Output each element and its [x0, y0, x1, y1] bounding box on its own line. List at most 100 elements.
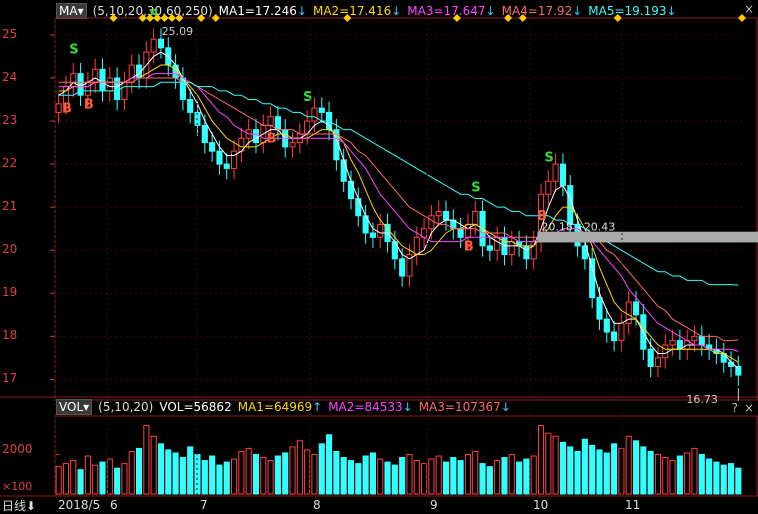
volume-bar: [231, 458, 238, 495]
volume-bar: [706, 458, 713, 495]
volume-bar: [282, 452, 289, 495]
time-tick-label: 11: [625, 498, 641, 512]
volume-bar: [413, 460, 420, 495]
volume-bar: [435, 455, 442, 495]
sell-signal: S: [150, 8, 159, 23]
buy-signal: B: [267, 132, 277, 147]
volume-bar: [669, 460, 676, 495]
volume-bar: [662, 457, 669, 495]
candle-body: [377, 223, 384, 238]
volume-bar: [464, 453, 471, 495]
candle-body: [545, 180, 552, 195]
trend-arrow-icon: ↓: [500, 400, 511, 414]
volume-bar: [187, 446, 194, 495]
volume-bar: [347, 460, 355, 495]
price-tick-label: 17: [2, 371, 18, 386]
help-icon[interactable]: ?: [731, 401, 738, 415]
trend-arrow-icon: ↓: [402, 400, 413, 414]
ma-selector-label: MA: [59, 4, 78, 18]
candle-body: [552, 163, 559, 182]
price-tick-label: 19: [2, 285, 18, 300]
volume-bar: [304, 449, 311, 495]
volume-bar: [362, 455, 369, 495]
volume-bar: [128, 450, 135, 495]
volume-bar: [135, 447, 143, 495]
price-frame: [54, 17, 758, 401]
candle-body: [216, 150, 223, 165]
candle-body: [625, 301, 632, 324]
candle-body: [311, 107, 318, 122]
trend-arrow-icon: ↓: [485, 4, 496, 18]
ma-legend: MA▾ (5,10,20,30,60,250) MA1=17.246↓ MA2=1…: [56, 3, 683, 19]
volume-bar: [654, 453, 662, 495]
candle-body: [472, 210, 479, 225]
period-selector[interactable]: 日线⬇: [2, 497, 36, 514]
price-tick-label: 24: [2, 69, 18, 84]
close-icon[interactable]: ×: [743, 401, 754, 415]
volume-bar: [618, 447, 625, 495]
volume-bar: [501, 457, 508, 495]
ma-value-1: MA2=17.416↓: [312, 4, 402, 18]
candle-body: [399, 258, 406, 277]
candle-body: [435, 210, 442, 217]
candle-body: [84, 81, 91, 96]
price-tick-label: 18: [2, 328, 18, 343]
volume-bar: [157, 443, 165, 495]
candle-body: [669, 340, 676, 346]
volume-bar: [581, 438, 588, 495]
volume-bar: [62, 463, 70, 495]
event-marker-icon: [504, 14, 513, 22]
trend-arrow-icon: ↑: [312, 400, 323, 414]
candle-body: [369, 232, 376, 238]
volume-bar: [523, 458, 530, 495]
vol-selector-label: VOL: [59, 400, 84, 414]
volume-bar: [252, 453, 260, 495]
vol-legend: VOL▾ (5,10,20) VOL=56862 MA1=64969↑ MA2=84…: [56, 399, 517, 415]
candle-body: [618, 322, 625, 342]
candle-body: [223, 163, 230, 169]
volume-bar: [209, 455, 216, 495]
volume-bar: [77, 469, 84, 495]
volume-bar: [406, 453, 413, 495]
sell-signal: S: [544, 150, 553, 165]
candle-body: [92, 68, 99, 83]
volume-bar: [311, 453, 318, 495]
ma-selector[interactable]: MA▾: [56, 3, 87, 19]
event-marker-icon: [138, 14, 147, 22]
volume-bar: [106, 458, 113, 495]
volume-bar: [150, 435, 157, 495]
volume-bar: [632, 440, 640, 495]
volume-bar: [713, 461, 720, 495]
volume-bar: [537, 425, 545, 495]
vol-value-1: MA1=64969↑: [237, 400, 323, 414]
volume-bar: [70, 460, 77, 495]
period-label: 日线: [2, 499, 27, 513]
vol-value-2: MA2=84533↓: [328, 400, 413, 414]
sell-signal: S: [471, 180, 480, 195]
dropdown-arrow-icon: ▾: [83, 400, 90, 414]
volume-bar: [508, 453, 515, 495]
volume-bar: [603, 452, 610, 495]
candle-body: [340, 159, 347, 182]
close-icon[interactable]: ×: [743, 2, 754, 16]
volume-bar: [530, 455, 537, 495]
candle-body: [486, 245, 493, 251]
ma-line-ma5: [58, 81, 739, 286]
candle-body: [735, 365, 742, 376]
volume-bar: [318, 443, 325, 495]
ma-value-2: MA3=17.647↓: [407, 4, 496, 18]
price-tick-label: 21: [2, 199, 18, 214]
candle-body: [318, 107, 325, 113]
event-marker-icon: [146, 14, 155, 22]
volume-bar: [486, 466, 493, 495]
candle-body: [274, 116, 281, 131]
volume-bar: [274, 455, 281, 495]
volume-bar: [596, 449, 603, 495]
ma-line-ma2: [58, 64, 739, 363]
volume-bar: [216, 464, 223, 495]
volume-bar: [267, 460, 274, 495]
vol-selector[interactable]: VOL▾: [56, 399, 93, 415]
candle-body: [494, 236, 501, 251]
dropdown-arrow-icon: ▾: [77, 4, 84, 18]
